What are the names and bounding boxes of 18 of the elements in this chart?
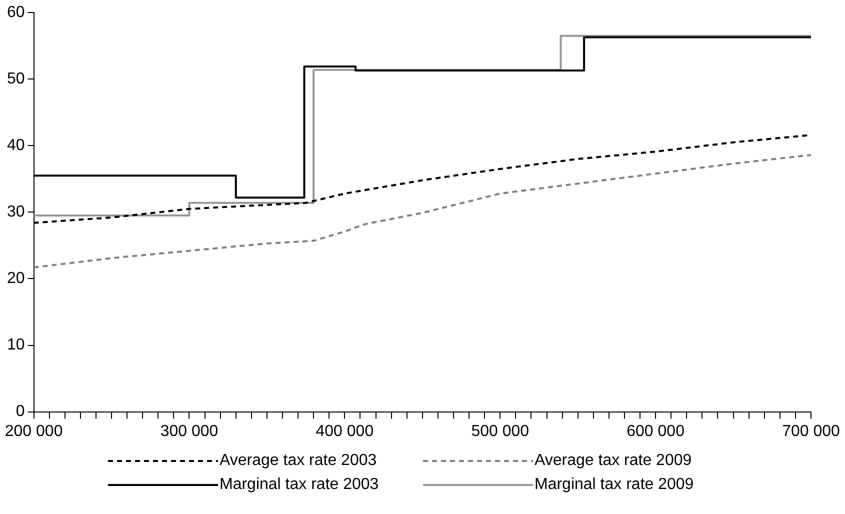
y-tick-label: 20	[7, 270, 25, 288]
legend-label: Average tax rate 2003	[220, 452, 377, 470]
x-tick-label: 700 000	[782, 422, 840, 440]
x-tick-label: 500 000	[471, 422, 530, 440]
y-tick-label: 40	[7, 137, 25, 154]
x-tick-label: 300 000	[160, 422, 218, 440]
y-tick-label: 50	[7, 70, 25, 88]
line-series	[34, 154, 811, 268]
y-tick-label: 10	[7, 336, 25, 354]
y-tick-label: 60	[7, 4, 25, 22]
legend-label: Average tax rate 2009	[534, 452, 692, 470]
x-tick-label: 400 000	[316, 422, 374, 440]
y-tick-label: 30	[7, 204, 25, 221]
legend-label: Marginal tax rate 2003	[220, 476, 379, 494]
legend-label: Marginal tax rate 2009	[534, 476, 694, 494]
x-tick-label: 200 000	[4, 422, 63, 440]
x-tick-label: 600 000	[626, 422, 685, 440]
y-tick-label: 0	[16, 403, 25, 420]
